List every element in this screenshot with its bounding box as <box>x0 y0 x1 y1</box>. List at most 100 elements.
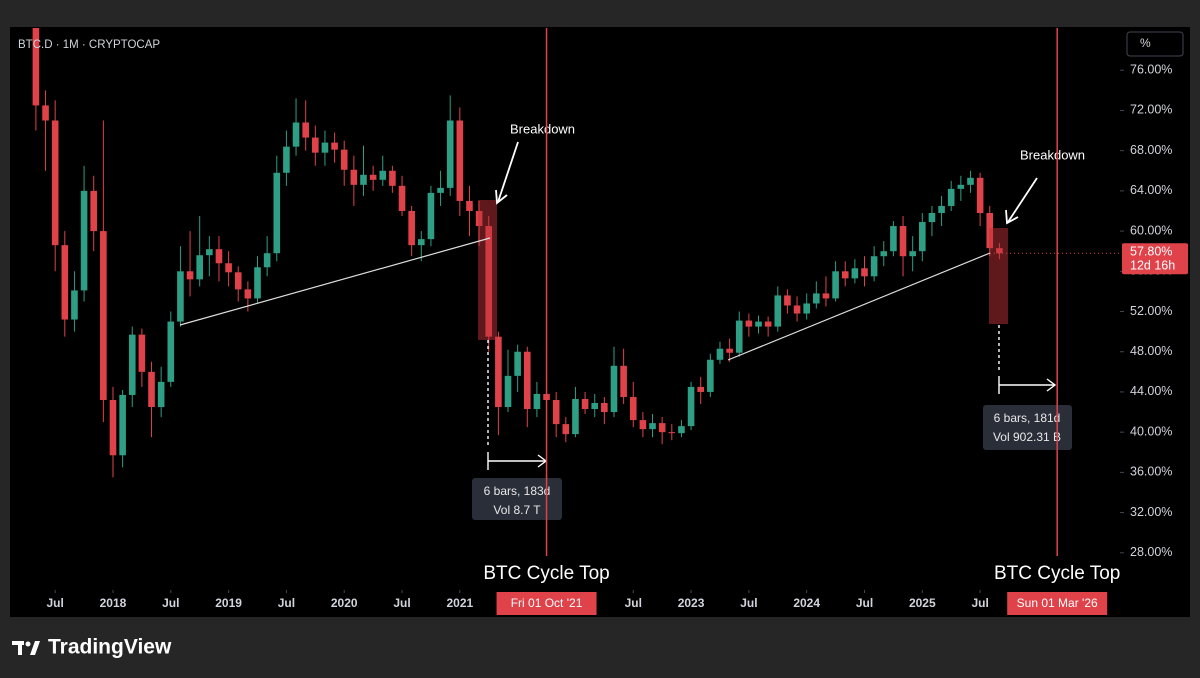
countdown-label: 12d 16h <box>1130 258 1175 272</box>
candle-body <box>947 188 955 206</box>
candle-body <box>919 222 926 252</box>
candle-body <box>417 239 425 246</box>
arrows <box>495 141 1038 225</box>
candle-body <box>32 28 40 106</box>
candle-body <box>938 205 945 213</box>
candle-body <box>80 190 88 291</box>
candle-body <box>177 271 184 322</box>
cycle-top-annotation: BTC Cycle Top <box>994 563 1120 584</box>
candle-body <box>292 122 300 147</box>
candle-body <box>379 170 387 180</box>
cycle-top-annotation: BTC Cycle Top <box>483 563 609 584</box>
candle-body <box>967 177 974 185</box>
candle-body <box>456 120 464 201</box>
candle-body <box>523 351 531 410</box>
last-price-label: 57.80% <box>1130 244 1172 258</box>
candle-body <box>157 381 165 408</box>
measure-volume: Vol 902.31 B <box>993 430 1061 444</box>
candle-body <box>331 142 338 150</box>
candle-body <box>572 398 579 435</box>
x-tick-label: Jul <box>971 596 988 610</box>
candle-body <box>302 122 309 138</box>
candle-body <box>109 399 117 456</box>
y-tick-label: 44.00% <box>1130 384 1172 398</box>
x-tick-label: Jul <box>47 596 64 610</box>
candle-body <box>687 386 695 427</box>
candle-body <box>870 256 878 277</box>
candle-body <box>620 365 627 397</box>
candle-body <box>957 184 965 189</box>
candle-body <box>774 295 782 327</box>
candle-body <box>273 172 281 254</box>
candle-body <box>716 348 724 360</box>
candle-body <box>764 321 772 327</box>
candle-body <box>899 226 907 257</box>
brand-name: TradingView <box>48 636 172 659</box>
candle-body <box>167 321 175 382</box>
candle-body <box>350 169 358 185</box>
candle-body <box>186 271 194 280</box>
y-tick-label: 40.00% <box>1130 424 1172 438</box>
y-tick-label: 28.00% <box>1130 545 1172 559</box>
candle-body <box>668 432 676 434</box>
candle-body <box>610 365 618 413</box>
y-tick-label: 48.00% <box>1130 344 1172 358</box>
date-marker-label: Fri 01 Oct '21 <box>511 596 583 610</box>
candle-body <box>360 174 367 185</box>
candle-body <box>639 420 647 430</box>
y-tick-label: 52.00% <box>1130 304 1172 318</box>
candle-body <box>735 320 743 353</box>
y-tick-label: 68.00% <box>1130 143 1172 157</box>
candle-body <box>697 386 705 392</box>
breakdown-box <box>989 228 1008 324</box>
candle-body <box>803 303 810 314</box>
candle-body <box>398 185 406 211</box>
trend-line <box>727 252 991 361</box>
candle-body <box>138 334 146 372</box>
y-tick-label: 32.00% <box>1130 505 1172 519</box>
candle-body <box>51 120 59 246</box>
scale-button-label[interactable]: % <box>1140 36 1151 50</box>
measure-box <box>983 405 1072 450</box>
trend-line <box>179 237 491 326</box>
measure-bars: 6 bars, 183d <box>484 484 551 498</box>
candle-body <box>128 334 136 395</box>
candle-body <box>61 245 69 320</box>
plot-area <box>32 28 1120 478</box>
y-tick-label: 36.00% <box>1130 465 1172 479</box>
scale-button[interactable] <box>1126 31 1184 57</box>
annotation: Breakdown <box>510 121 575 136</box>
y-tick-label: 72.00% <box>1130 103 1172 117</box>
x-tick-label: Jul <box>856 596 873 610</box>
breakdown-box <box>478 200 497 340</box>
candle-body <box>90 190 98 232</box>
candle-body <box>225 263 232 273</box>
candle-body <box>658 423 666 433</box>
symbol-title: BTC.D · 1M · CRYPTOCAP <box>18 39 160 51</box>
candle-body <box>813 293 820 304</box>
candle-body <box>495 336 502 408</box>
brand-logo <box>12 641 40 655</box>
candle-body <box>562 424 570 435</box>
candle-body <box>244 289 252 299</box>
x-tick-label: 2024 <box>793 596 820 610</box>
chart-panel <box>10 27 1190 617</box>
candle-body <box>119 394 126 456</box>
candle-body <box>389 170 396 186</box>
candle-body <box>263 253 271 268</box>
candle-body <box>427 192 435 240</box>
x-tick-label: Jul <box>740 596 757 610</box>
x-tick-label: 2019 <box>215 596 242 610</box>
candle-body <box>437 187 444 193</box>
x-tick-label: 2025 <box>909 596 936 610</box>
candle-body <box>71 290 78 320</box>
candle-body <box>890 226 897 252</box>
candle-body <box>880 251 888 257</box>
date-marker-label: Sun 01 Mar '26 <box>1017 596 1098 610</box>
candle-body <box>745 320 753 327</box>
candle-body <box>591 403 599 410</box>
y-tick-label: 76.00% <box>1130 63 1172 77</box>
candle-body <box>841 271 849 279</box>
